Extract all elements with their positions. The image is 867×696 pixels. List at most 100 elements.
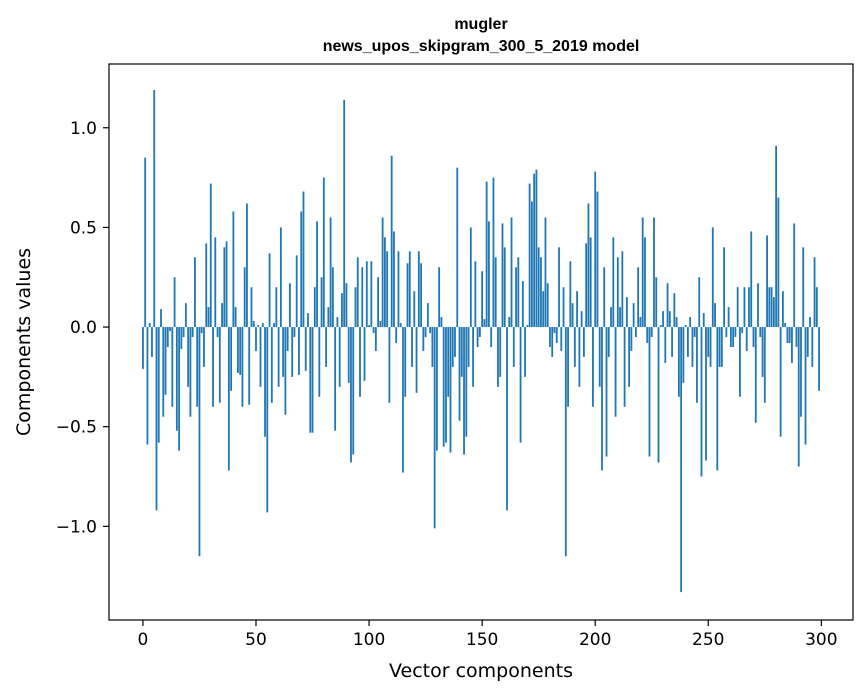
bar bbox=[680, 327, 683, 593]
bar bbox=[637, 267, 640, 328]
bar bbox=[702, 313, 705, 328]
bar bbox=[474, 261, 477, 328]
bar bbox=[374, 327, 377, 351]
bar bbox=[700, 327, 703, 477]
bar bbox=[815, 287, 818, 328]
bar bbox=[567, 327, 569, 407]
bar bbox=[329, 217, 332, 328]
bar bbox=[646, 327, 649, 343]
bar bbox=[252, 321, 255, 328]
bar bbox=[734, 327, 737, 338]
y-tick-label: 1.0 bbox=[70, 119, 97, 139]
bar bbox=[426, 303, 429, 328]
x-tick-label: 300 bbox=[805, 630, 837, 650]
bar bbox=[311, 327, 314, 433]
y-tick-label: 0.0 bbox=[70, 318, 97, 338]
bar bbox=[759, 327, 762, 338]
bar bbox=[682, 327, 685, 383]
x-tick-label: 250 bbox=[692, 630, 724, 650]
bar bbox=[476, 327, 479, 347]
bar bbox=[347, 327, 350, 383]
bar bbox=[614, 327, 617, 417]
bar bbox=[603, 267, 606, 328]
bar bbox=[644, 237, 646, 328]
bar bbox=[227, 327, 230, 471]
x-tick-label: 150 bbox=[466, 630, 498, 650]
bar bbox=[510, 217, 513, 328]
bar bbox=[736, 287, 739, 328]
bar bbox=[754, 327, 757, 423]
bar bbox=[397, 251, 400, 328]
bar bbox=[438, 267, 441, 328]
bar bbox=[641, 217, 644, 328]
bar bbox=[677, 327, 680, 397]
bar bbox=[535, 169, 538, 328]
bar bbox=[693, 327, 696, 338]
bar bbox=[668, 311, 671, 328]
bar bbox=[576, 291, 579, 328]
bar bbox=[718, 327, 721, 367]
bar bbox=[530, 201, 533, 328]
bar bbox=[293, 327, 296, 338]
bar bbox=[187, 327, 190, 387]
chart-title: mugler bbox=[454, 16, 507, 33]
bar bbox=[506, 327, 508, 511]
bar bbox=[657, 327, 660, 463]
bar bbox=[334, 327, 337, 431]
bar bbox=[162, 327, 165, 417]
bar bbox=[795, 327, 798, 347]
bar bbox=[257, 325, 260, 328]
bar bbox=[696, 327, 698, 403]
bar bbox=[589, 237, 592, 328]
bar bbox=[526, 325, 529, 328]
x-axis-ticks: 0 50 100 150 200 250 300 bbox=[138, 620, 838, 650]
bar bbox=[291, 327, 294, 377]
bar bbox=[304, 327, 307, 371]
bar bbox=[691, 327, 694, 367]
bar bbox=[273, 323, 275, 328]
bar bbox=[664, 327, 667, 363]
bar bbox=[517, 257, 520, 328]
bar bbox=[316, 221, 318, 328]
bar bbox=[322, 177, 325, 328]
bar bbox=[286, 327, 289, 351]
bar bbox=[623, 327, 626, 407]
bar bbox=[610, 307, 612, 328]
bar bbox=[727, 307, 730, 328]
bar bbox=[687, 327, 689, 357]
bar bbox=[381, 217, 384, 328]
bar bbox=[558, 247, 560, 328]
bar bbox=[793, 223, 796, 328]
bar bbox=[779, 327, 782, 437]
bar bbox=[809, 317, 811, 328]
bar bbox=[546, 283, 549, 328]
bar bbox=[214, 237, 217, 328]
bar bbox=[716, 327, 719, 471]
bar bbox=[472, 327, 474, 387]
bar bbox=[178, 327, 181, 451]
bar bbox=[436, 327, 438, 451]
bar bbox=[171, 327, 174, 407]
bar bbox=[386, 251, 389, 328]
bar bbox=[675, 317, 678, 328]
bar bbox=[741, 327, 744, 334]
bar bbox=[537, 247, 540, 328]
bar bbox=[781, 291, 784, 328]
bar bbox=[270, 327, 273, 403]
bar bbox=[184, 303, 187, 328]
bar bbox=[377, 277, 380, 328]
bar bbox=[343, 99, 346, 328]
bar bbox=[429, 327, 432, 334]
bar bbox=[729, 327, 732, 347]
bar bbox=[207, 307, 210, 328]
y-tick-label: −0.5 bbox=[56, 418, 97, 438]
bar bbox=[630, 327, 633, 351]
bar bbox=[203, 327, 205, 367]
bar bbox=[628, 327, 631, 387]
bar bbox=[501, 223, 504, 328]
bar bbox=[447, 327, 450, 397]
bar bbox=[497, 327, 499, 387]
bar bbox=[750, 231, 753, 328]
bar bbox=[180, 327, 183, 349]
bar bbox=[689, 317, 692, 328]
